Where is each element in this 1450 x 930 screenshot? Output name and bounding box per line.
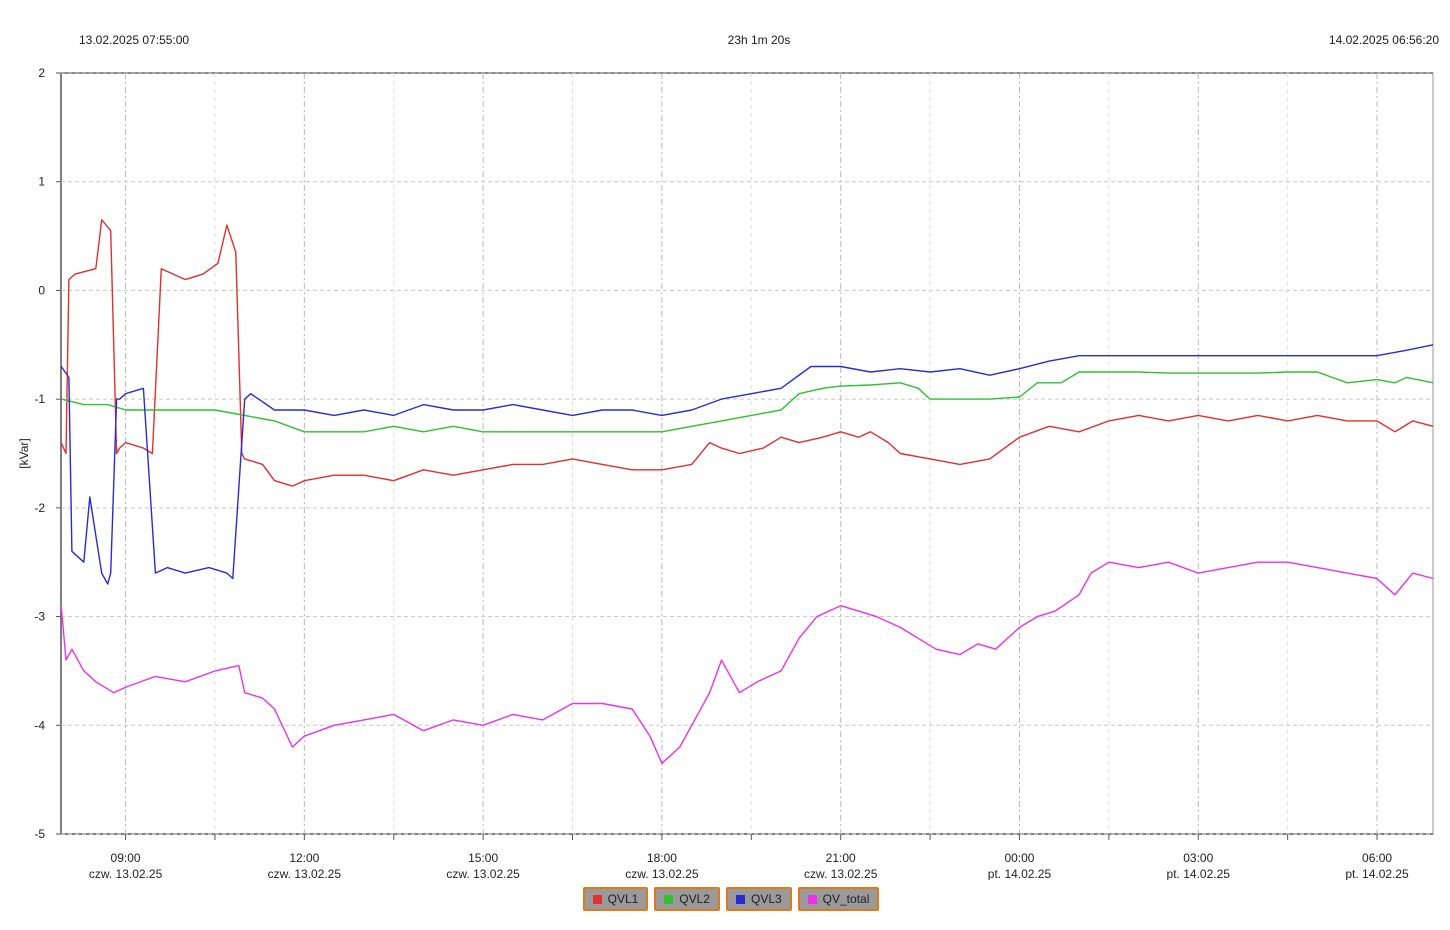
- series-line-qvl3: [60, 344, 1434, 585]
- y-tick-label: 1: [38, 175, 45, 189]
- legend-item-qvl2[interactable]: QVL2: [654, 887, 720, 911]
- x-tick-label-day: czw. 13.02.25: [625, 867, 699, 880]
- y-tick-label: 0: [38, 283, 45, 297]
- range-end-label: 14.02.2025 06:56:20: [1328, 33, 1439, 47]
- x-tick-label-time: 03:00: [1183, 851, 1213, 865]
- series-line-qvl2: [61, 371, 1434, 433]
- x-tick-label-day: czw. 13.02.25: [89, 867, 163, 880]
- y-tick-label: 2: [38, 66, 45, 80]
- y-axis-label: [kVar]: [17, 438, 31, 468]
- y-tick-label: -3: [34, 610, 45, 624]
- series-line-qvl1: [60, 219, 1434, 487]
- y-tick-label: -5: [34, 827, 45, 841]
- x-tick-label-day: pt. 14.02.25: [1167, 867, 1231, 880]
- chart-area[interactable]: 2 1 0 -1 -2 -3 -4 -5 09:00 czw. 13.02.25 12:00 czw.…: [0, 0, 1450, 880]
- legend-label-qv-total: QV_total: [822, 892, 870, 906]
- legend-swatch-qv-total: [807, 894, 817, 904]
- y-tick-label: -4: [34, 718, 45, 732]
- x-tick-label-day: pt. 14.02.25: [1345, 867, 1409, 880]
- legend-swatch-qvl1: [592, 894, 602, 904]
- plot-frame: [60, 72, 1434, 835]
- x-tick-label-time: 15:00: [468, 851, 498, 865]
- legend-item-qvl1[interactable]: QVL1: [582, 887, 649, 911]
- x-tick-label-time: 06:00: [1362, 851, 1392, 865]
- x-tick-label-day: czw. 13.02.25: [804, 867, 878, 880]
- legend-label-qvl1: QVL1: [607, 892, 639, 906]
- x-tick-label-day: czw. 13.02.25: [268, 867, 342, 880]
- legend: QVL1 QVL2 QVL3 QV_total: [0, 887, 1450, 911]
- x-tick-label-time: 12:00: [289, 851, 319, 865]
- legend-swatch-qvl2: [664, 894, 674, 904]
- legend-label-qvl3: QVL3: [750, 892, 782, 906]
- legend-item-qvl3[interactable]: QVL3: [725, 887, 792, 911]
- x-tick-label-day: czw. 13.02.25: [446, 867, 520, 880]
- legend-label-qvl2: QVL2: [679, 892, 710, 906]
- range-duration-label: 23h 1m 20s: [727, 33, 791, 47]
- legend-item-qv-total[interactable]: QV_total: [797, 887, 880, 911]
- x-tick-label-time: 18:00: [647, 851, 677, 865]
- legend-swatch-qvl3: [735, 894, 745, 904]
- series-line-qv-total: [60, 561, 1434, 764]
- x-tick-label-time: 00:00: [1004, 851, 1034, 865]
- x-tick-label-day: pt. 14.02.25: [988, 867, 1052, 880]
- x-tick-label-time: 09:00: [111, 851, 141, 865]
- y-tick-label: -1: [34, 392, 45, 406]
- range-start-label: 13.02.2025 07:55:00: [79, 33, 190, 47]
- x-tick-label-time: 21:00: [826, 851, 856, 865]
- y-tick-label: -2: [34, 501, 45, 515]
